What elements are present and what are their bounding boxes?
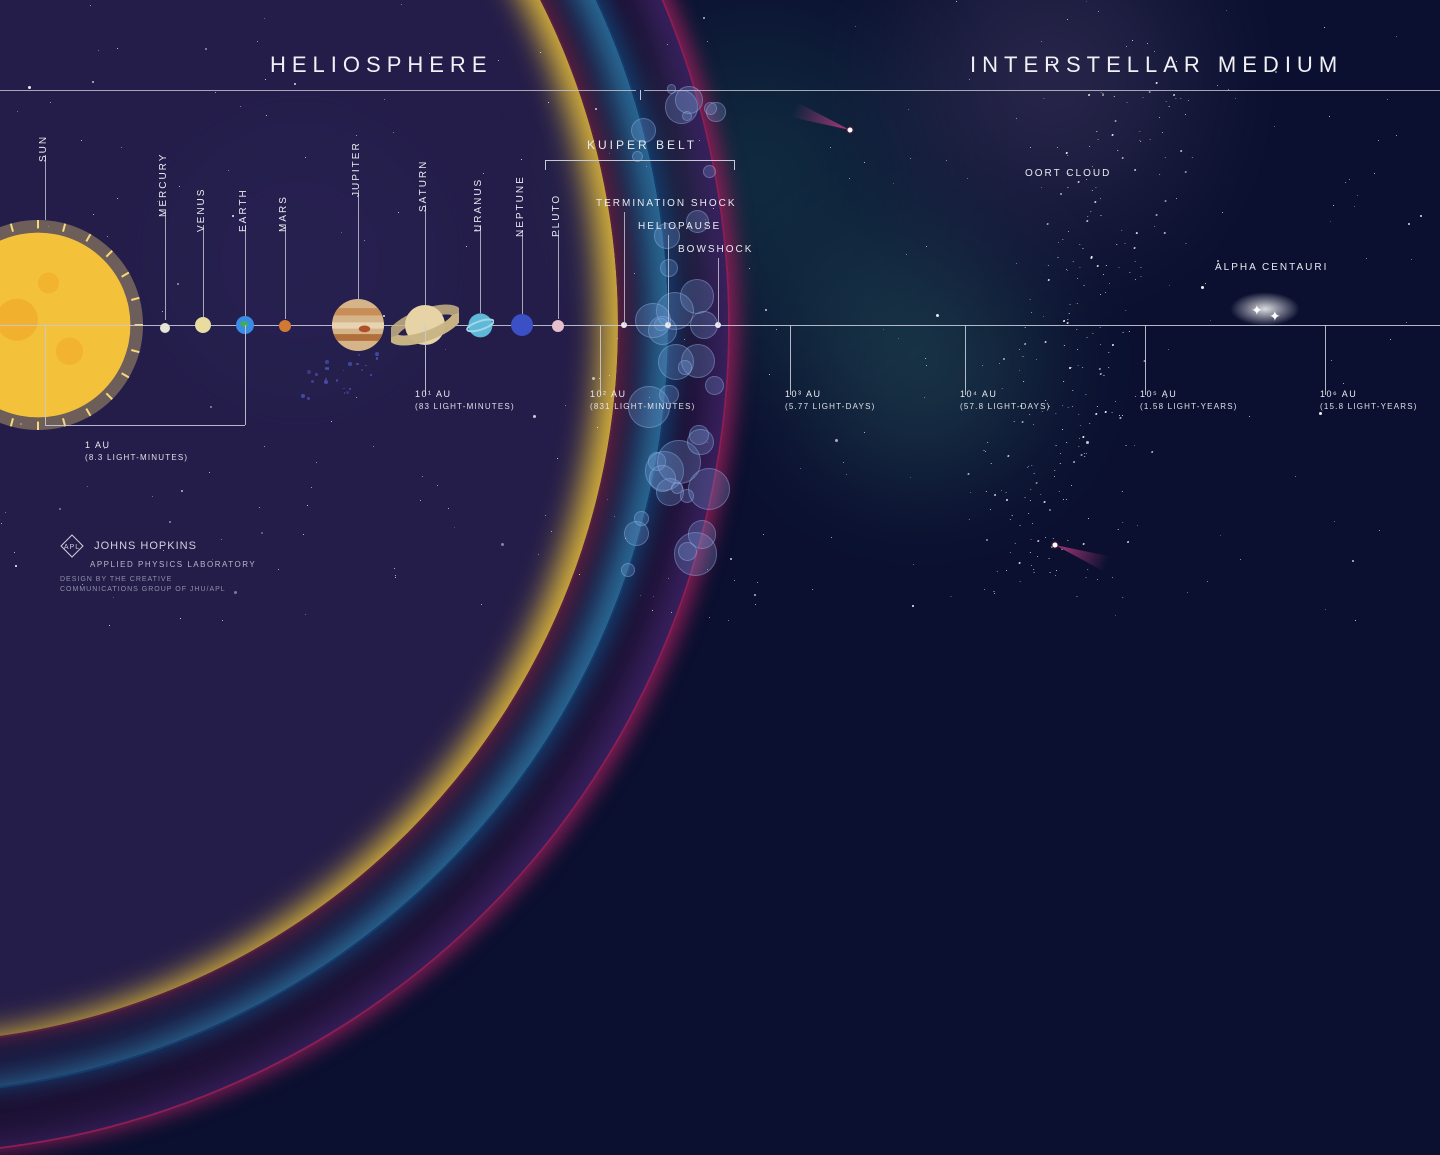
mars-stem [285, 225, 286, 319]
bowshock-label: BOWSHOCK [678, 244, 753, 255]
jupiter-label: JUPITER [351, 141, 362, 197]
pluto-body [552, 319, 564, 331]
neptune-label: NEPTUNE [515, 175, 526, 237]
au-sublabel-2: (831 LIGHT-MINUTES) [590, 402, 695, 411]
credits-org: JOHNS HOPKINS [94, 540, 197, 552]
earth-label: EARTH [238, 188, 249, 232]
region-rule [0, 90, 636, 91]
oort-cloud-label: OORT CLOUD [1025, 168, 1111, 179]
background-stars [0, 0, 1440, 625]
saturn-label: SATURN [418, 160, 429, 212]
au-sublabel-4: (57.8 LIGHT-DAYS) [960, 402, 1051, 411]
venus-body [195, 317, 211, 333]
mars-body [279, 319, 291, 331]
au-tick-3 [790, 325, 791, 395]
saturn-stem [425, 205, 426, 305]
sun-stem [45, 155, 46, 220]
au-label-3: 10³ AU [785, 389, 822, 399]
au-tick-6 [1325, 325, 1326, 395]
venus-stem [203, 225, 204, 317]
au-label-1: 10¹ AU [415, 389, 452, 399]
au-tick-5 [1145, 325, 1146, 395]
au-tick-2 [600, 325, 601, 395]
credits-lab: APPLIED PHYSICS LABORATORY [90, 560, 256, 569]
au-tick-0 [245, 325, 246, 425]
au-sublabel-5: (1.58 LIGHT-YEARS) [1140, 402, 1238, 411]
region-divider-tick [640, 90, 641, 100]
au-label-5: 10⁵ AU [1140, 389, 1177, 399]
kuiper-belt-bracket [545, 160, 735, 170]
uranus-label: URANUS [473, 178, 484, 232]
kuiper-belt-label: KUIPER BELT [587, 138, 697, 152]
heliosphere-title: HELIOSPHERE [270, 52, 493, 78]
neptune-stem [522, 230, 523, 314]
venus-label: VENUS [196, 188, 207, 232]
region-rule [644, 90, 1440, 91]
mercury-stem [165, 210, 166, 320]
au-tick-1 [425, 325, 426, 395]
termination-shock-shell [0, 0, 620, 1045]
earth-stem [245, 225, 246, 316]
neptune-body [511, 314, 533, 336]
au-label-4: 10⁴ AU [960, 389, 997, 399]
jupiter-stem [358, 190, 359, 299]
termination-shock-label: TERMINATION SHOCK [596, 198, 736, 209]
au-sublabel-6: (15.8 LIGHT-YEARS) [1320, 402, 1418, 411]
interstellar-title: INTERSTELLAR MEDIUM [970, 52, 1343, 78]
uranus-body [468, 313, 492, 337]
apl-badge: APL [64, 544, 80, 551]
au-label-0: 1 AU [85, 440, 111, 450]
heliopause-label: HELIOPAUSE [638, 221, 721, 232]
mercury-body [160, 320, 170, 330]
asteroid-belt [300, 350, 380, 400]
pluto-stem [558, 230, 559, 319]
au-tick-4 [965, 325, 966, 395]
credits-block: APL JOHNS HOPKINS APPLIED PHYSICS LABORA… [60, 534, 256, 570]
design-credit: DESIGN BY THE CREATIVE COMMUNICATIONS GR… [60, 575, 226, 595]
oort-cloud [925, 80, 1256, 600]
jupiter-body [332, 299, 384, 351]
alpha-centauri-label: ALPHA CENTAURI [1215, 262, 1328, 273]
sun-label: SUN [38, 135, 49, 162]
au-sublabel-3: (5.77 LIGHT-DAYS) [785, 402, 876, 411]
uranus-stem [480, 225, 481, 313]
mars-label: MARS [278, 195, 289, 232]
au-label-6: 10⁶ AU [1320, 389, 1357, 399]
au-sublabel-0: (8.3 LIGHT-MINUTES) [85, 453, 188, 462]
au-sublabel-1: (83 LIGHT-MINUTES) [415, 402, 515, 411]
pluto-label: PLUTO [551, 194, 562, 237]
comet-1 [1055, 545, 1130, 580]
mercury-label: MERCURY [158, 153, 169, 217]
au-label-2: 10² AU [590, 389, 627, 399]
comet-0 [850, 130, 930, 165]
